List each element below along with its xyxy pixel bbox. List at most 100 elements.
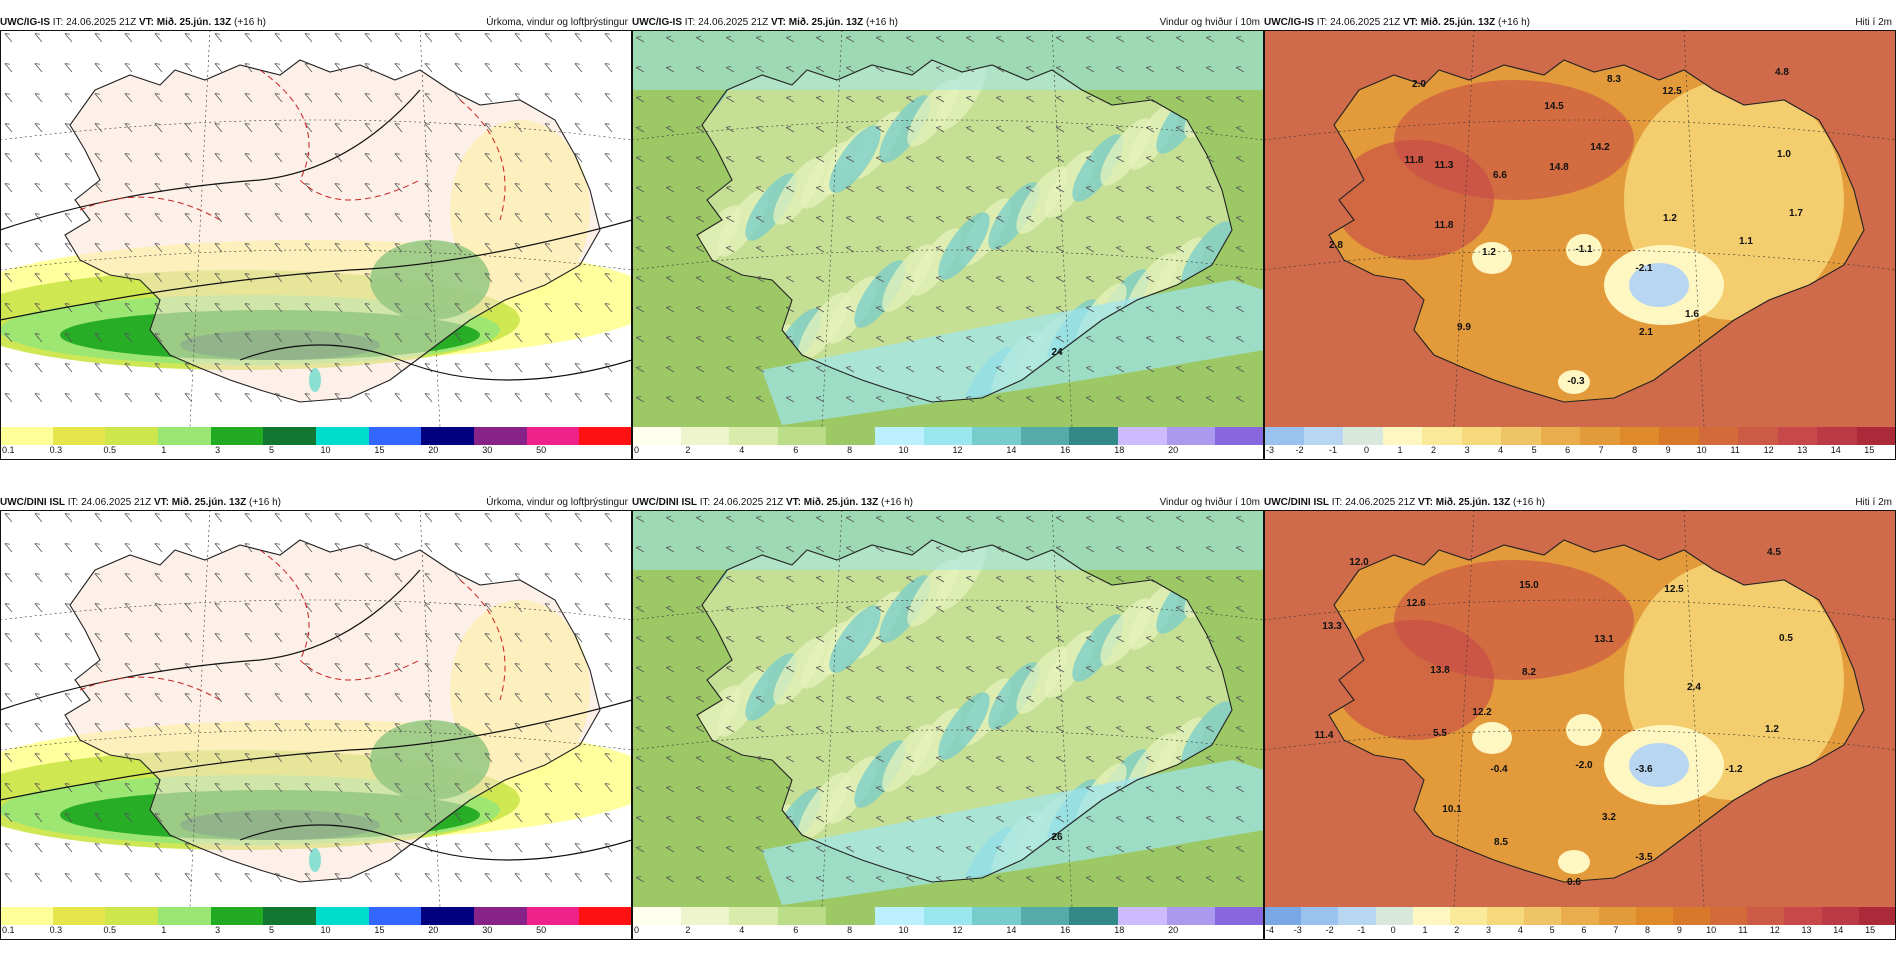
value-label: -3.5 <box>1635 852 1653 863</box>
panel-header: UWC/IG-IS IT: 24.06.2025 21Z VT: Mið. 25… <box>0 15 632 30</box>
value-label: 8.5 <box>1494 837 1508 848</box>
map-panel-4: UWC/DINI ISL IT: 24.06.2025 21Z VT: Mið.… <box>0 495 633 953</box>
color-scale-swatch <box>1580 427 1620 445</box>
lead-time: (+16 h) <box>249 497 281 508</box>
valid-time: VT: Mið. 25.jún. 13Z <box>138 17 232 28</box>
scale-label: 18 <box>1114 445 1125 455</box>
panel-header: UWC/DINI ISL IT: 24.06.2025 21Z VT: Mið.… <box>632 495 1264 510</box>
scale-label: 4 <box>1498 445 1504 455</box>
color-scale-swatch <box>1659 427 1699 445</box>
map-area: 24 <box>632 30 1264 427</box>
scale-label: 30 <box>482 925 493 935</box>
color-scale-swatch <box>263 907 317 925</box>
scale-label: 6 <box>1565 445 1571 455</box>
value-label: 4.5 <box>1767 547 1781 558</box>
panel-title: Vindur og hviður í 10m <box>1159 17 1260 28</box>
scale-label: 15 <box>374 925 385 935</box>
value-label: 8.2 <box>1522 667 1536 678</box>
color-scale-swatch <box>826 907 876 925</box>
value-label: 11.8 <box>1405 155 1424 166</box>
color-scale-swatch <box>1738 427 1778 445</box>
color-scale-swatch <box>1501 427 1541 445</box>
scale-labels: -3 -2 -1 0 1 2 3 4 5 6 7 8 9 10 11 12 13 14 15 <box>1264 445 1896 459</box>
value-label: 1.2 <box>1482 247 1496 258</box>
scale-label: 12 <box>952 925 963 935</box>
scale-label: 6 <box>1581 925 1587 935</box>
scale-labels: -4 -3 -2 -1 0 1 2 3 4 5 6 7 8 9 10 11 12 13 14 15 <box>1264 925 1896 939</box>
map-panel-3: UWC/IG-IS IT: 24.06.2025 21Z VT: Mið. 25… <box>1264 15 1896 473</box>
value-label: 26 <box>1051 832 1063 843</box>
init-time: IT: 24.06.2025 21Z <box>684 17 769 28</box>
scale-label: 5 <box>1531 445 1537 455</box>
color-scale-swatch <box>1619 427 1659 445</box>
scale-label: -3 <box>1266 445 1275 455</box>
scale-label: 1 <box>161 925 167 935</box>
color-scale-swatch <box>105 427 159 445</box>
color-scale <box>632 427 1264 445</box>
value-label: 1.2 <box>1765 724 1779 735</box>
color-scale-swatch <box>1461 427 1501 445</box>
color-scale-swatch <box>1069 427 1119 445</box>
scale-label: 4 <box>1517 925 1523 935</box>
color-scale-swatch <box>368 907 422 925</box>
run-info: UWC/DINI ISL IT: 24.06.2025 21Z VT: Mið.… <box>632 495 913 510</box>
valid-time: VT: Mið. 25.jún. 13Z <box>153 497 247 508</box>
value-label: 0.6 <box>1567 877 1581 888</box>
color-scale-swatch <box>579 427 633 445</box>
panel-header: UWC/IG-IS IT: 24.06.2025 21Z VT: Mið. 25… <box>632 15 1264 30</box>
value-label: 1.0 <box>1777 149 1791 160</box>
color-scale-swatch <box>1672 907 1711 925</box>
valid-time: VT: Mið. 25.jún. 13Z <box>1402 17 1496 28</box>
value-label: 11.8 <box>1435 220 1454 231</box>
color-scale-swatch <box>0 907 53 925</box>
color-scale-swatch <box>1698 427 1738 445</box>
color-scale-swatch <box>158 907 211 925</box>
map-area: 2.0 8.3 12.5 4.8 14.5 11.8 11.3 14.8 14.2 6.6 1.0 1… <box>1264 30 1896 427</box>
panel-title: Vindur og hviður í 10m <box>1159 497 1260 508</box>
scale-label: -2 <box>1295 445 1304 455</box>
run-info: UWC/IG-IS IT: 24.06.2025 21Z VT: Mið. 25… <box>632 15 898 30</box>
model-name: UWC/DINI ISL <box>632 497 697 508</box>
scale-label: 0.3 <box>49 445 63 455</box>
color-scale-swatch <box>52 907 106 925</box>
color-scale-swatch <box>923 907 973 925</box>
map-panel-2: UWC/IG-IS IT: 24.06.2025 21Z VT: Mið. 25… <box>632 15 1264 473</box>
color-scale-swatch <box>632 427 681 445</box>
color-scale-swatch <box>421 907 475 925</box>
scale-label: 1 <box>161 445 167 455</box>
scale-label: 7 <box>1613 925 1619 935</box>
value-label: -1.1 <box>1575 244 1593 255</box>
scale-label: 10 <box>898 445 909 455</box>
color-scale-swatch <box>1487 907 1525 925</box>
scale-label: 11 <box>1738 925 1748 935</box>
map-panel-6: UWC/DINI ISL IT: 24.06.2025 21Z VT: Mið.… <box>1264 495 1896 953</box>
color-scale-swatch <box>1710 907 1748 925</box>
value-label: 13.8 <box>1430 665 1450 676</box>
scale-label: 1 <box>1422 925 1428 935</box>
value-label: 12.5 <box>1664 584 1684 595</box>
map-area: 26 <box>632 510 1264 907</box>
value-label: 10.1 <box>1442 804 1462 815</box>
scale-label: 2 <box>685 925 691 935</box>
value-label: 1.2 <box>1663 213 1677 224</box>
value-label: 6.6 <box>1493 170 1507 181</box>
scale-label: 6 <box>793 445 799 455</box>
scale-label: 8 <box>847 925 853 935</box>
scale-label: 5 <box>1549 925 1555 935</box>
scale-label: 3 <box>215 445 221 455</box>
value-label: 1.7 <box>1789 208 1803 219</box>
color-scale-swatch <box>1412 907 1450 925</box>
run-info: UWC/IG-IS IT: 24.06.2025 21Z VT: Mið. 25… <box>0 15 266 30</box>
color-scale-swatch <box>316 427 369 445</box>
color-scale-swatch <box>1856 427 1896 445</box>
init-time: IT: 24.06.2025 21Z <box>1316 17 1401 28</box>
scale-label: -2 <box>1325 925 1334 935</box>
color-scale-swatch <box>1069 907 1119 925</box>
scale-label: 5 <box>269 925 275 935</box>
color-scale-swatch <box>1422 427 1462 445</box>
scale-label: 13 <box>1797 445 1808 455</box>
value-label: 2.1 <box>1639 327 1653 338</box>
lead-time: (+16 h) <box>866 17 898 28</box>
color-scale-swatch <box>729 427 778 445</box>
valid-time: VT: Mið. 25.jún. 13Z <box>770 17 864 28</box>
